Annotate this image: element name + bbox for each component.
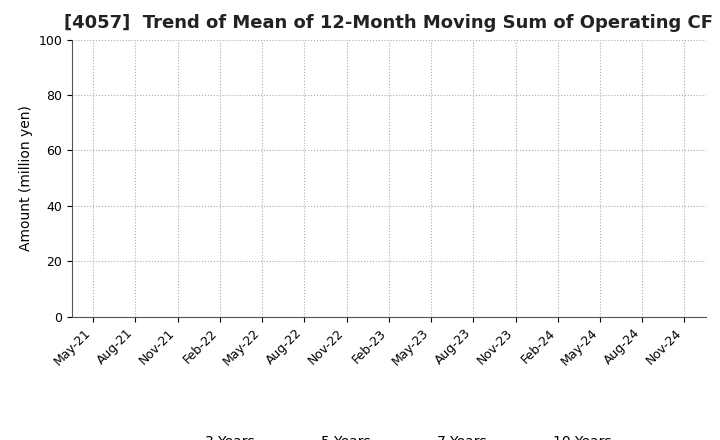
Title: [4057]  Trend of Mean of 12-Month Moving Sum of Operating CF: [4057] Trend of Mean of 12-Month Moving … <box>64 15 714 33</box>
Y-axis label: Amount (million yen): Amount (million yen) <box>19 105 33 251</box>
Legend: 3 Years, 5 Years, 7 Years, 10 Years: 3 Years, 5 Years, 7 Years, 10 Years <box>160 429 618 440</box>
